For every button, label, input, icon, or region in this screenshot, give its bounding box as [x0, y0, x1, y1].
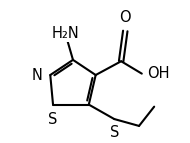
- Text: OH: OH: [147, 66, 170, 81]
- Text: H₂N: H₂N: [51, 26, 79, 41]
- Text: S: S: [110, 125, 119, 140]
- Text: N: N: [31, 67, 42, 83]
- Text: O: O: [120, 10, 131, 25]
- Text: S: S: [48, 112, 58, 127]
